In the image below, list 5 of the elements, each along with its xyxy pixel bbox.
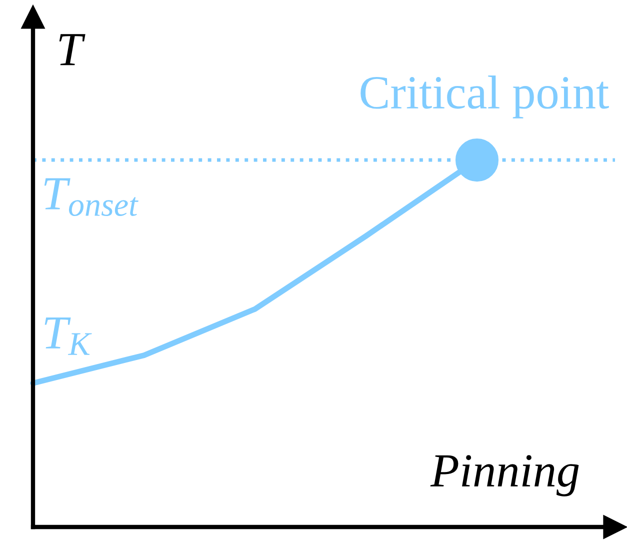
y-axis-title: T <box>59 34 86 66</box>
ref-line-label: T$_{onset}$ <box>44 178 138 216</box>
series-label: Critical point <box>360 76 609 118</box>
x-axis-title: Pinning <box>430 455 579 496</box>
annotation: T$_{K}$ <box>44 317 92 355</box>
